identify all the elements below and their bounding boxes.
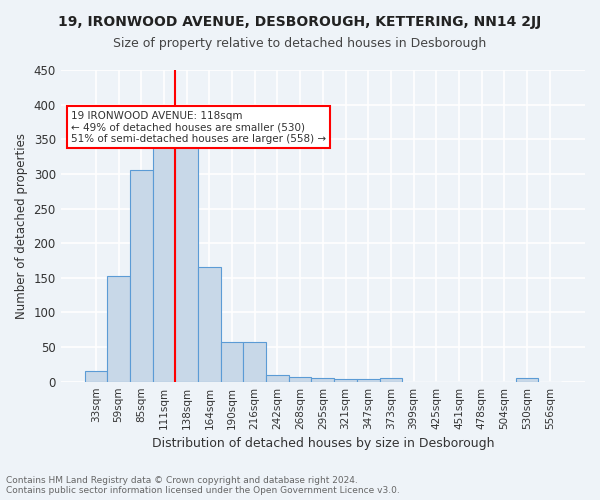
Bar: [198, 268, 221, 382]
Bar: [380, 378, 402, 382]
Bar: [85, 372, 107, 382]
Text: Contains HM Land Registry data © Crown copyright and database right 2024.
Contai: Contains HM Land Registry data © Crown c…: [6, 476, 400, 495]
Bar: [311, 378, 334, 382]
Bar: [357, 379, 380, 382]
Text: Size of property relative to detached houses in Desborough: Size of property relative to detached ho…: [113, 38, 487, 51]
Bar: [244, 342, 266, 382]
Bar: [516, 378, 538, 382]
Bar: [107, 276, 130, 382]
Bar: [289, 377, 311, 382]
Bar: [152, 146, 175, 382]
Bar: [266, 375, 289, 382]
Bar: [221, 342, 244, 382]
Text: 19 IRONWOOD AVENUE: 118sqm
← 49% of detached houses are smaller (530)
51% of sem: 19 IRONWOOD AVENUE: 118sqm ← 49% of deta…: [71, 110, 326, 144]
Text: 19, IRONWOOD AVENUE, DESBOROUGH, KETTERING, NN14 2JJ: 19, IRONWOOD AVENUE, DESBOROUGH, KETTERI…: [58, 15, 542, 29]
Y-axis label: Number of detached properties: Number of detached properties: [15, 133, 28, 319]
X-axis label: Distribution of detached houses by size in Desborough: Distribution of detached houses by size …: [152, 437, 494, 450]
Bar: [175, 146, 198, 382]
Bar: [334, 379, 357, 382]
Bar: [130, 170, 152, 382]
